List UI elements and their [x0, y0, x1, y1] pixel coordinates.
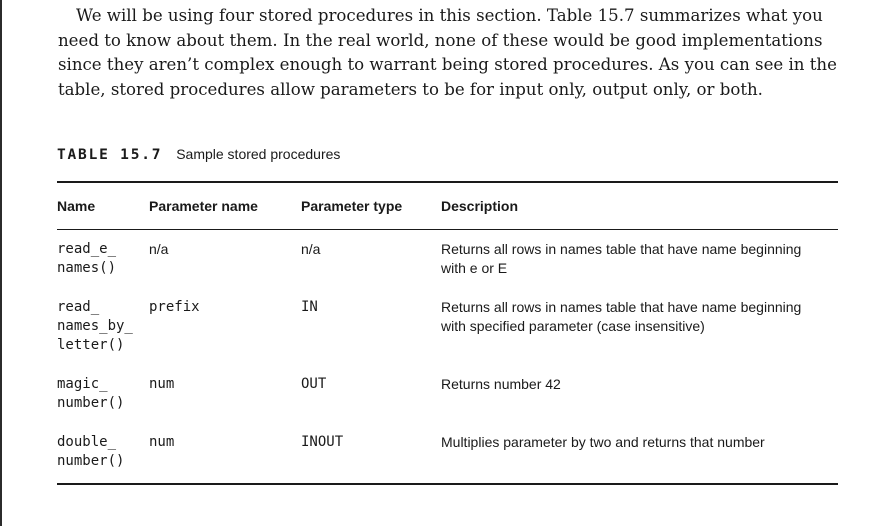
cell-parameter-name: n/a: [149, 241, 169, 257]
header-parameter-name: Parameter name: [149, 182, 301, 230]
page-edge-rule: [0, 0, 2, 526]
table-row: read_e_ names() n/a n/a Returns all rows…: [57, 230, 838, 285]
cell-name: magic_ number(): [57, 376, 125, 411]
cell-name: read_ names_by_ letter(): [57, 299, 133, 353]
header-parameter-type: Parameter type: [301, 182, 441, 230]
cell-parameter-type: OUT: [301, 376, 327, 392]
cell-description: Returns all rows in names table that hav…: [441, 241, 802, 276]
cell-description: Multiplies parameter by two and returns …: [441, 434, 765, 450]
cell-name: double_ number(): [57, 434, 125, 469]
cell-description: Returns all rows in names table that hav…: [441, 299, 802, 334]
table-header-row: Name Parameter name Parameter type Descr…: [57, 182, 838, 230]
header-description: Description: [441, 182, 838, 230]
cell-parameter-type: IN: [301, 299, 318, 315]
body-paragraph: We will be using four stored procedures …: [58, 6, 837, 99]
cell-parameter-type: INOUT: [301, 434, 344, 450]
cell-parameter-type: n/a: [301, 241, 321, 257]
cell-name: read_e_ names(): [57, 241, 117, 276]
header-name: Name: [57, 182, 149, 230]
cell-parameter-name: num: [149, 434, 175, 450]
cell-parameter-name: prefix: [149, 299, 200, 315]
table-caption: TABLE 15.7 Sample stored procedures: [57, 146, 340, 163]
stored-procedures-table: Name Parameter name Parameter type Descr…: [57, 181, 838, 485]
table-caption-number: TABLE 15.7: [57, 147, 163, 163]
table-caption-title: Sample stored procedures: [176, 146, 341, 162]
cell-description: Returns number 42: [441, 376, 561, 392]
table-row: read_ names_by_ letter() prefix IN Retur…: [57, 284, 838, 361]
table-row: magic_ number() num OUT Returns number 4…: [57, 361, 838, 419]
table-row: double_ number() num INOUT Multiplies pa…: [57, 419, 838, 484]
cell-parameter-name: num: [149, 376, 175, 392]
